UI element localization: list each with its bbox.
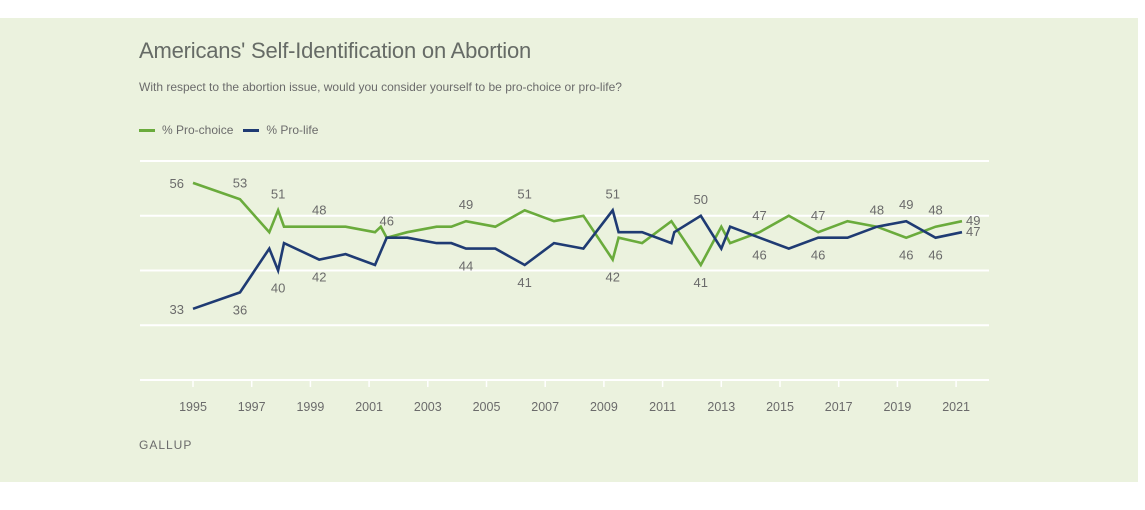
data-label: 47 — [966, 224, 980, 239]
chart-subtitle: With respect to the abortion issue, woul… — [139, 80, 622, 94]
data-label: 50 — [694, 192, 708, 207]
data-label: 51 — [517, 186, 531, 201]
data-label: 41 — [517, 275, 531, 290]
x-tick-label-2015: 2015 — [766, 400, 794, 414]
data-label: 46 — [752, 248, 766, 263]
series-line-pro-choice — [192, 181, 963, 268]
data-label: 56 — [170, 176, 184, 191]
legend-item-pro-choice: % Pro-choice — [139, 123, 233, 137]
data-label: 47 — [752, 208, 766, 223]
data-label: 48 — [870, 203, 884, 218]
x-tick-label-2005: 2005 — [473, 400, 501, 414]
chart-title: Americans' Self-Identification on Aborti… — [139, 38, 532, 63]
legend-label-pro-life: % Pro-life — [266, 123, 319, 137]
x-tick-label-2013: 2013 — [707, 400, 735, 414]
x-tick-label-1997: 1997 — [238, 400, 266, 414]
data-label: 41 — [694, 275, 708, 290]
data-label: 51 — [605, 186, 619, 201]
data-label: 48 — [312, 203, 326, 218]
x-tick-label-2017: 2017 — [825, 400, 853, 414]
data-label: 42 — [605, 270, 619, 285]
x-tick-label-2001: 2001 — [355, 400, 383, 414]
data-label: 49 — [459, 197, 473, 212]
x-tick-label-1995: 1995 — [179, 400, 207, 414]
data-label: 44 — [459, 259, 473, 274]
x-tick-label-2019: 2019 — [883, 400, 911, 414]
legend: % Pro-choice % Pro-life — [139, 123, 328, 137]
data-label: 53 — [233, 175, 247, 190]
data-label: 48 — [928, 203, 942, 218]
chart-panel — [0, 18, 1138, 482]
x-tick-label-2009: 2009 — [590, 400, 618, 414]
gridlines — [140, 160, 989, 381]
data-label: 46 — [811, 248, 825, 263]
data-label: 46 — [379, 214, 393, 229]
data-label: 33 — [170, 302, 184, 317]
data-label: 36 — [233, 302, 247, 317]
source-label: GALLUP — [139, 438, 193, 452]
data-label: 49 — [899, 197, 913, 212]
legend-item-pro-life: % Pro-life — [243, 123, 318, 137]
x-tick-label-2021: 2021 — [942, 400, 970, 414]
data-label: 46 — [899, 248, 913, 263]
x-tick-label-2003: 2003 — [414, 400, 442, 414]
data-label: 46 — [928, 248, 942, 263]
data-label: 51 — [271, 186, 285, 201]
legend-swatch-pro-choice — [139, 128, 155, 132]
legend-swatch-pro-life — [243, 128, 260, 132]
x-tick-label-2007: 2007 — [531, 400, 559, 414]
x-axis: 1995 1997 1999 2001 2003 2005 2007 2009 2011 2013… — [179, 380, 970, 414]
x-tick-label-1999: 1999 — [296, 400, 324, 414]
series-lines — [192, 181, 963, 311]
data-label: 47 — [811, 208, 825, 223]
data-label: 40 — [271, 281, 285, 296]
x-tick-label-2011: 2011 — [649, 400, 676, 414]
series-line-pro-life — [192, 207, 963, 311]
data-label: 42 — [312, 270, 326, 285]
legend-label-pro-choice: % Pro-choice — [162, 123, 234, 137]
value-labels: 56 53 51 48 46 49 51 51 50 47 47 48 49 48 49 33 36 40 42 44… — [170, 175, 981, 317]
data-label: 49 — [966, 213, 980, 228]
